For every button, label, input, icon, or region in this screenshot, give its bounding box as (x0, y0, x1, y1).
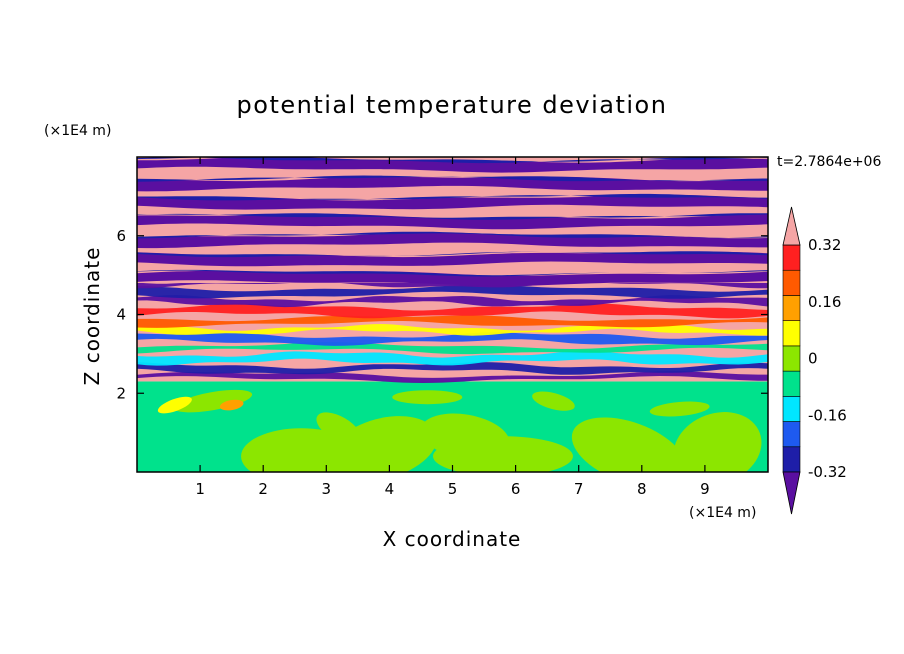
field-blob (571, 417, 687, 472)
stratified-band (137, 270, 768, 286)
colorbar-segment (782, 345, 801, 372)
band-edge (137, 231, 768, 239)
field-blob (219, 399, 244, 411)
band-edge (137, 251, 768, 258)
colorbar-segment (782, 244, 801, 271)
field-blob (673, 412, 762, 472)
x-tick-label: 7 (574, 480, 584, 498)
x-tick-label: 5 (448, 480, 458, 498)
colorbar-label: 0.32 (808, 236, 841, 254)
y-tick-label: 4 (116, 306, 126, 324)
band-edge (137, 193, 768, 201)
stratified-band (137, 194, 768, 210)
mixing-band (137, 324, 768, 336)
field-blob (173, 389, 253, 413)
colorbar-segment (782, 421, 801, 448)
x-axis-ticks: 1 2 3 4 5 6 7 8 9 (195, 157, 710, 498)
mixing-band (137, 342, 768, 355)
x-tick-label: 4 (385, 480, 395, 498)
time-label: t=2.7864e+06 (777, 154, 881, 170)
band-edge (137, 175, 768, 182)
band-edge (137, 269, 768, 277)
mixing-band (137, 315, 768, 328)
band-edge (137, 213, 768, 220)
x-tick-label: 8 (637, 480, 647, 498)
field-blob (649, 401, 710, 417)
x-axis-unit: (×1E4 m) (689, 505, 756, 521)
y-tick-label: 2 (116, 384, 126, 402)
x-axis-label: X coordinate (383, 527, 522, 551)
field-blob (392, 390, 463, 405)
plot-area (137, 157, 768, 472)
stratified-band (137, 157, 768, 173)
colorbar-label: -0.32 (808, 463, 847, 481)
mixing-band (137, 371, 768, 383)
mixing-band (137, 284, 768, 299)
x-tick-label: 6 (511, 480, 521, 498)
field-blob (532, 391, 575, 411)
x-tick-label: 2 (258, 480, 268, 498)
colorbar-label: 0 (808, 350, 818, 368)
colorbar-segment (782, 295, 801, 321)
colorbar-segment (782, 370, 801, 397)
mixing-band (137, 362, 768, 375)
mixing-band (137, 350, 768, 366)
y-axis-ticks: 2 4 6 (116, 227, 768, 402)
x-tick-label: 3 (322, 480, 332, 498)
stratified-band (137, 213, 768, 230)
colorbar-label: 0.16 (808, 293, 841, 311)
mixing-band (137, 295, 768, 308)
colorbar-segment (782, 269, 801, 296)
field-blob (157, 396, 192, 414)
field-blob (433, 436, 573, 472)
contour-fill (137, 157, 768, 472)
colorbar-segment (782, 396, 801, 422)
y-tick-label: 6 (116, 227, 126, 245)
colorbar-segment (782, 320, 801, 347)
x-tick-label: 1 (195, 480, 205, 498)
colorbar-segment (782, 446, 801, 473)
mixing-band (137, 303, 768, 319)
colorbar-under-arrow (782, 471, 801, 515)
y-axis-unit: (×1E4 m) (44, 123, 111, 139)
x-tick-label: 9 (700, 480, 710, 498)
colorbar: 0.32 0.16 0 -0.16 -0.32 (782, 206, 847, 515)
y-axis-label: Z coordinate (80, 247, 104, 386)
field-blob (316, 412, 362, 445)
chart-title: potential temperature deviation (237, 91, 668, 119)
colorbar-over-arrow (782, 206, 801, 246)
colorbar-label: -0.16 (808, 406, 847, 424)
mixing-band (137, 332, 768, 346)
